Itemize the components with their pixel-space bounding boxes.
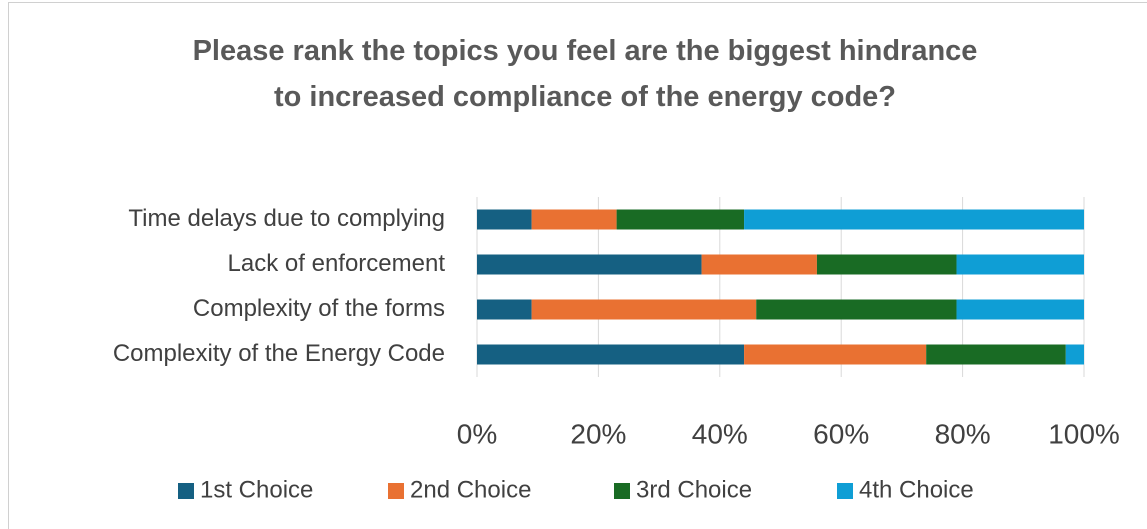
x-tick-label: 80% — [935, 418, 991, 449]
chart-title: Please rank the topics you feel are the … — [192, 35, 978, 113]
bar-segment — [816, 254, 957, 275]
bar-segment — [1065, 344, 1084, 365]
bar-segment — [531, 209, 617, 230]
x-tick-label: 60% — [813, 418, 869, 449]
bar-segment — [956, 299, 1084, 320]
bar-segment — [477, 209, 532, 230]
legend-label: 2nd Choice — [410, 476, 531, 503]
y-tick-label: Lack of enforcement — [228, 250, 446, 277]
legend-swatch — [837, 483, 853, 499]
chart-border — [8, 2, 1147, 529]
bar-segment — [477, 299, 532, 320]
y-tick-label: Complexity of the forms — [193, 295, 445, 322]
bar-segment — [744, 344, 927, 365]
bar-segment — [531, 299, 757, 320]
bar-segment — [756, 299, 957, 320]
bar-segment — [701, 254, 817, 275]
bar-segment — [477, 254, 702, 275]
bar-segment — [744, 209, 1084, 230]
bar-segment — [477, 344, 745, 365]
x-tick-label: 0% — [457, 418, 497, 449]
y-tick-label: Complexity of the Energy Code — [113, 340, 445, 367]
x-tick-label: 40% — [692, 418, 748, 449]
legend-label: 4th Choice — [859, 476, 974, 503]
legend-swatch — [614, 483, 630, 499]
bar-segment — [926, 344, 1066, 365]
legend-label: 3rd Choice — [636, 476, 752, 503]
bar-segment — [956, 254, 1084, 275]
legend-swatch — [178, 483, 194, 499]
bar-segment — [616, 209, 745, 230]
legend-swatch — [388, 483, 404, 499]
legend-label: 1st Choice — [200, 476, 313, 503]
y-tick-label: Time delays due to complying — [128, 205, 445, 232]
x-tick-label: 20% — [570, 418, 626, 449]
x-tick-label: 100% — [1048, 418, 1120, 449]
